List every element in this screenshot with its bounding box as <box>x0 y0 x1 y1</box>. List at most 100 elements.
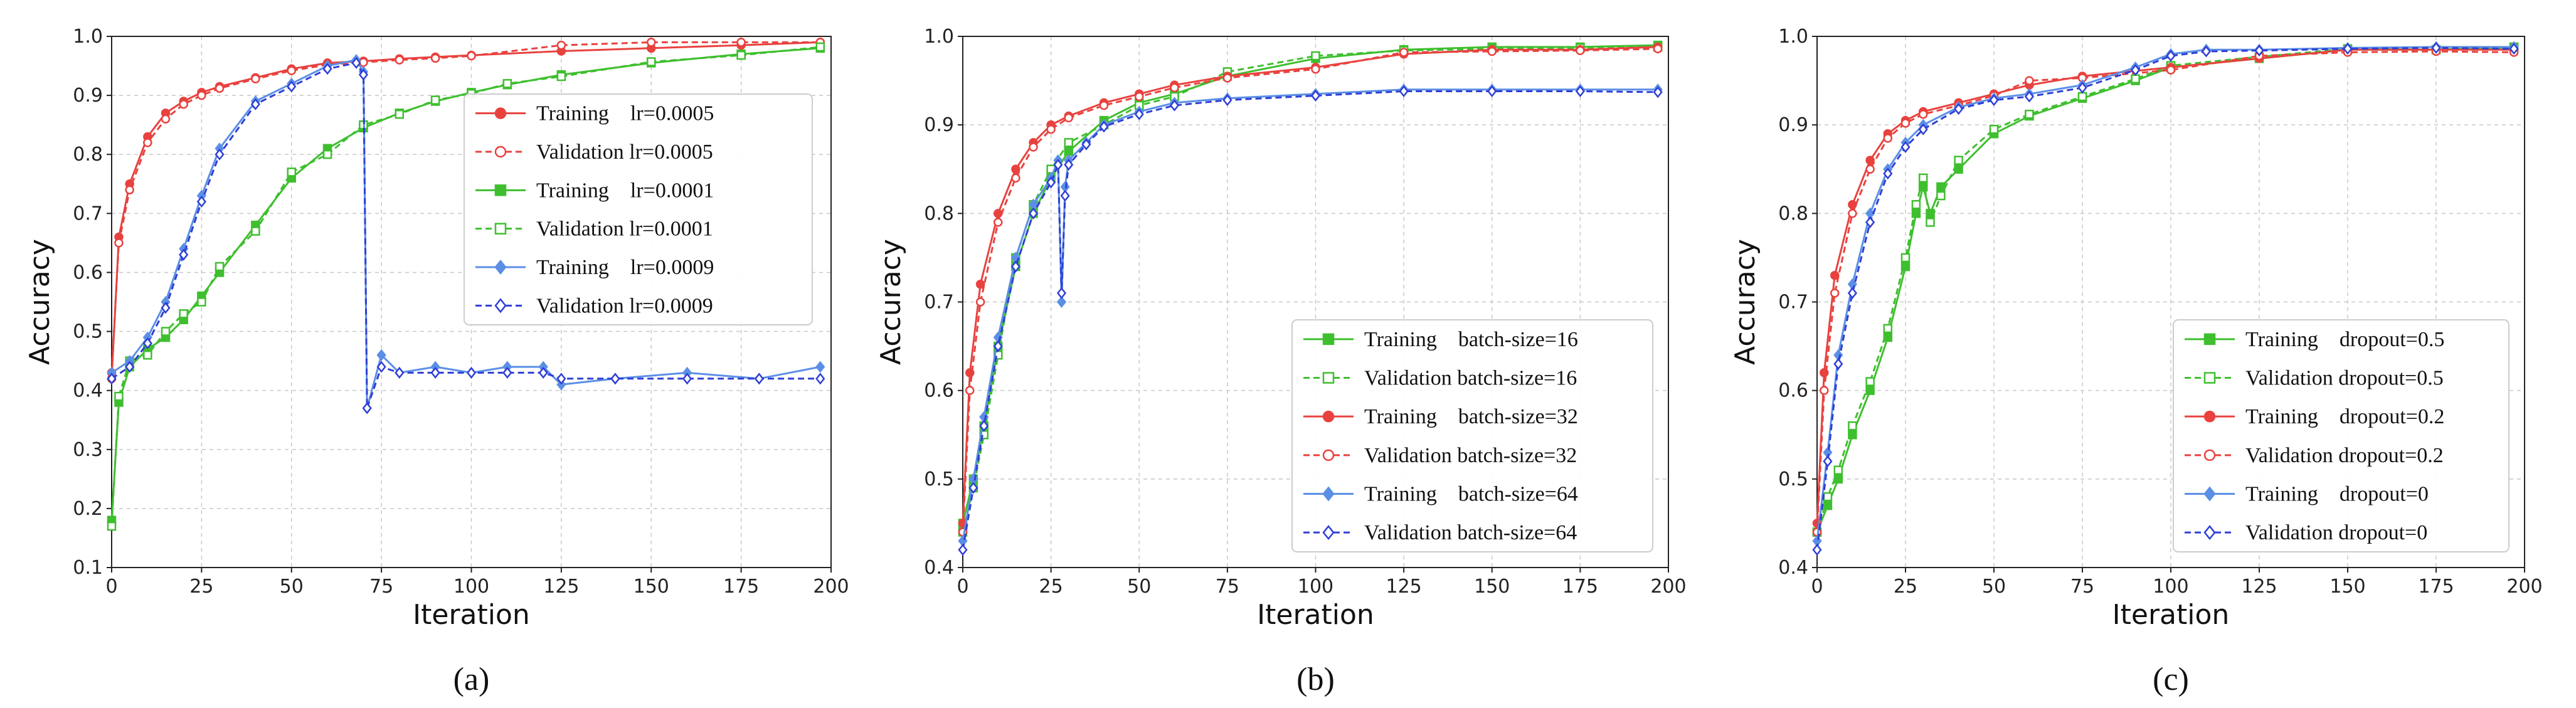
data-point <box>2025 109 2034 119</box>
data-point <box>994 218 1003 227</box>
y-tick-label: 0.8 <box>924 203 954 225</box>
x-tick-label: 0 <box>957 576 968 598</box>
data-point <box>1911 199 1921 209</box>
data-point <box>965 386 975 395</box>
data-point <box>993 340 1003 352</box>
data-point <box>287 80 297 93</box>
data-point <box>362 402 372 415</box>
data-point <box>2025 76 2034 85</box>
data-point <box>1056 287 1067 299</box>
legend-marker <box>2203 410 2216 423</box>
legend-marker <box>494 298 507 314</box>
y-tick-label: 0.6 <box>1778 380 1808 402</box>
panel-caption: (a) <box>453 662 490 697</box>
data-point <box>2166 50 2176 62</box>
data-point <box>322 149 332 159</box>
y-tick-label: 0.5 <box>924 468 954 490</box>
data-point <box>1883 324 1893 334</box>
data-point <box>1169 99 1180 112</box>
data-point <box>1989 124 1999 134</box>
x-tick-label: 200 <box>813 576 849 598</box>
legend-box <box>1291 319 1653 552</box>
data-point <box>250 98 261 110</box>
data-point <box>1653 44 1663 54</box>
x-tick-label: 0 <box>105 576 117 598</box>
x-tick-label: 175 <box>1562 576 1598 598</box>
data-point <box>556 71 566 82</box>
data-point <box>975 280 985 289</box>
data-point <box>1900 119 1911 128</box>
data-point <box>430 366 440 379</box>
data-point <box>287 66 296 75</box>
legend-marker <box>2203 486 2216 502</box>
y-tick-label: 0.6 <box>924 380 954 402</box>
data-point <box>1011 173 1020 183</box>
x-tick-label: 50 <box>1127 576 1151 598</box>
data-point <box>1865 216 1875 228</box>
data-point <box>358 68 369 81</box>
series-line <box>962 48 1658 532</box>
data-point <box>251 226 260 236</box>
data-point <box>1848 209 1857 218</box>
y-tick-label: 1.0 <box>1778 26 1808 48</box>
legend-label: Validation batch-size=64 <box>1364 521 1577 544</box>
data-point <box>161 327 171 336</box>
data-point <box>1064 113 1073 123</box>
data-point <box>1900 140 1911 153</box>
y-tick-label: 1.0 <box>73 26 103 48</box>
data-point <box>196 196 206 208</box>
data-point <box>1046 124 1056 134</box>
data-point <box>958 544 968 556</box>
y-tick-label: 0.7 <box>924 292 954 314</box>
data-point <box>1064 138 1073 147</box>
legend-label: Validation batch-size=16 <box>1364 367 1577 390</box>
x-tick-label: 50 <box>1982 576 2006 598</box>
data-point <box>2130 64 2141 77</box>
data-point <box>1926 218 1935 227</box>
data-point <box>1222 73 1232 83</box>
y-tick-label: 0.4 <box>924 557 954 579</box>
data-point <box>1865 156 1875 165</box>
y-tick-label: 0.2 <box>73 498 103 520</box>
panel-b: 0 25 50 75 100 125 150 175 200 0.4 0.5 0.6 0.7 0.8 0.9… <box>875 26 1687 697</box>
legend-label: Validation lr=0.0001 <box>536 218 713 241</box>
x-tick-label: 150 <box>2330 576 2365 598</box>
legend-label: Training lr=0.0009 <box>536 256 714 279</box>
y-tick-label: 0.6 <box>73 262 103 283</box>
y-tick-label: 0.5 <box>73 321 103 343</box>
x-tick-label: 125 <box>2241 576 2277 598</box>
data-point <box>1833 465 1843 475</box>
data-point <box>2509 43 2519 55</box>
legend-marker <box>1322 372 1335 384</box>
legend-label: Validation dropout=0.2 <box>2245 444 2444 467</box>
data-point <box>1823 500 1833 510</box>
data-point <box>430 95 440 105</box>
data-point <box>114 391 124 401</box>
data-point <box>1918 173 1928 183</box>
data-point <box>1812 544 1822 556</box>
data-point <box>2431 41 2441 54</box>
data-point <box>2077 82 2087 94</box>
data-point <box>2201 45 2212 58</box>
data-point <box>1046 176 1056 189</box>
data-point <box>251 74 260 84</box>
legend-label: Validation lr=0.0005 <box>536 140 713 164</box>
data-point <box>376 361 386 373</box>
data-point <box>1865 164 1875 174</box>
data-point <box>556 40 566 50</box>
y-tick-label: 1.0 <box>924 26 954 48</box>
data-point <box>466 366 477 379</box>
legend-label: Training lr=0.0005 <box>536 102 714 125</box>
data-point <box>647 38 656 47</box>
data-point <box>815 361 825 373</box>
data-point <box>142 337 152 349</box>
data-point <box>143 350 152 360</box>
data-point <box>979 420 989 432</box>
y-tick-label: 0.3 <box>73 439 103 461</box>
x-axis-label: Iteration <box>2112 599 2230 631</box>
data-point <box>1222 94 1232 107</box>
data-point <box>1936 191 1946 201</box>
x-tick-label: 25 <box>189 576 213 598</box>
data-point <box>736 50 746 60</box>
data-point <box>1900 253 1911 263</box>
